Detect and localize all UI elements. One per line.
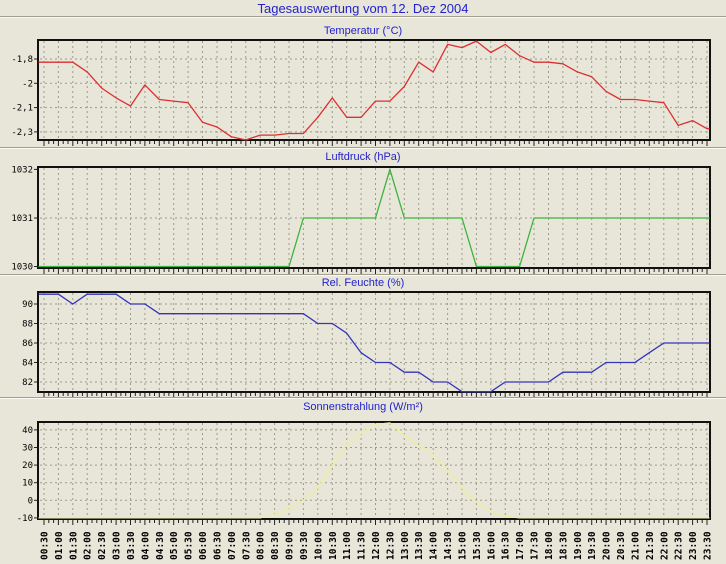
svg-text:40: 40 — [22, 426, 33, 436]
svg-text:10:00: 10:00 — [313, 531, 324, 560]
svg-text:23:30: 23:30 — [703, 531, 714, 560]
divider — [0, 274, 726, 276]
svg-text:1032: 1032 — [11, 165, 33, 175]
page-title: Tagesauswertung vom 12. Dez 2004 — [257, 1, 469, 16]
svg-text:12:30: 12:30 — [385, 531, 396, 560]
svg-text:16:30: 16:30 — [501, 531, 512, 560]
svg-text:14:30: 14:30 — [443, 531, 454, 560]
svg-text:02:30: 02:30 — [97, 531, 108, 560]
pressure-chart: 1032 1031 1030 — [11, 165, 711, 274]
divider — [0, 147, 726, 149]
svg-text:05:30: 05:30 — [184, 531, 195, 560]
chart-title-temperature: Temperatur (°C) — [323, 25, 403, 37]
svg-text:03:00: 03:00 — [112, 531, 123, 560]
svg-text:04:00: 04:00 — [140, 531, 151, 560]
chart-title-solar-radiation: Sonnenstrahlung (W/m²) — [303, 401, 423, 413]
svg-text:0: 0 — [28, 496, 33, 506]
svg-text:17:00: 17:00 — [515, 531, 526, 560]
svg-text:82: 82 — [22, 378, 33, 388]
svg-text:06:30: 06:30 — [213, 531, 224, 560]
svg-text:1030: 1030 — [11, 263, 33, 273]
svg-text:13:00: 13:00 — [400, 531, 411, 560]
svg-text:11:30: 11:30 — [357, 531, 368, 560]
svg-text:88: 88 — [22, 320, 33, 330]
svg-text:12:00: 12:00 — [371, 531, 382, 560]
svg-text:02:00: 02:00 — [83, 531, 94, 560]
svg-text:17:30: 17:30 — [530, 531, 541, 560]
svg-text:-2,1: -2,1 — [11, 104, 33, 114]
svg-text:86: 86 — [22, 339, 33, 349]
svg-text:15:00: 15:00 — [458, 531, 469, 560]
svg-text:08:00: 08:00 — [256, 531, 267, 560]
svg-text:16:00: 16:00 — [486, 531, 497, 560]
svg-text:30: 30 — [22, 444, 33, 454]
temperature-chart: -1,8 -2 -2,1 -2,3 — [11, 39, 711, 146]
svg-text:01:30: 01:30 — [68, 531, 79, 560]
svg-text:11:00: 11:00 — [342, 531, 353, 560]
svg-text:18:00: 18:00 — [544, 531, 555, 560]
svg-text:09:30: 09:30 — [299, 531, 310, 560]
svg-text:15:30: 15:30 — [472, 531, 483, 560]
svg-text:19:30: 19:30 — [587, 531, 598, 560]
svg-text:20:30: 20:30 — [616, 531, 627, 560]
divider — [0, 16, 726, 18]
svg-text:84: 84 — [22, 359, 33, 369]
svg-text:-10: -10 — [17, 514, 33, 524]
svg-text:19:00: 19:00 — [573, 531, 584, 560]
chart-title-humidity: Rel. Feuchte (%) — [321, 277, 405, 289]
svg-text:-2,3: -2,3 — [11, 128, 33, 138]
svg-text:10:30: 10:30 — [328, 531, 339, 560]
svg-text:21:30: 21:30 — [645, 531, 656, 560]
svg-text:08:30: 08:30 — [270, 531, 281, 560]
svg-text:-1,8: -1,8 — [11, 55, 33, 65]
svg-text:20: 20 — [22, 461, 33, 471]
svg-text:18:30: 18:30 — [558, 531, 569, 560]
svg-text:09:00: 09:00 — [285, 531, 296, 560]
svg-text:13:30: 13:30 — [414, 531, 425, 560]
svg-text:10: 10 — [22, 479, 33, 489]
svg-text:20:00: 20:00 — [602, 531, 613, 560]
svg-text:1031: 1031 — [11, 214, 33, 224]
svg-text:05:00: 05:00 — [169, 531, 180, 560]
svg-text:07:30: 07:30 — [241, 531, 252, 560]
svg-text:22:00: 22:00 — [659, 531, 670, 560]
svg-text:21:00: 21:00 — [630, 531, 641, 560]
svg-text:07:00: 07:00 — [227, 531, 238, 560]
svg-text:-2: -2 — [22, 79, 33, 89]
humidity-chart: 90 88 86 84 82 — [22, 291, 711, 398]
svg-text:03:30: 03:30 — [126, 531, 137, 560]
solar-radiation-chart: 40 30 20 10 0 -10 00:30 01:00 01:30 02:00 02:30 03:… — [17, 421, 714, 560]
svg-text:04:30: 04:30 — [155, 531, 166, 560]
svg-text:06:00: 06:00 — [198, 531, 209, 560]
svg-text:23:00: 23:00 — [688, 531, 699, 560]
svg-text:90: 90 — [22, 300, 33, 310]
svg-text:14:00: 14:00 — [429, 531, 440, 560]
svg-text:01:00: 01:00 — [54, 531, 65, 560]
svg-text:22:30: 22:30 — [674, 531, 685, 560]
divider — [0, 397, 726, 399]
svg-text:00:30: 00:30 — [40, 531, 51, 560]
chart-title-pressure: Luftdruck (hPa) — [325, 151, 401, 163]
